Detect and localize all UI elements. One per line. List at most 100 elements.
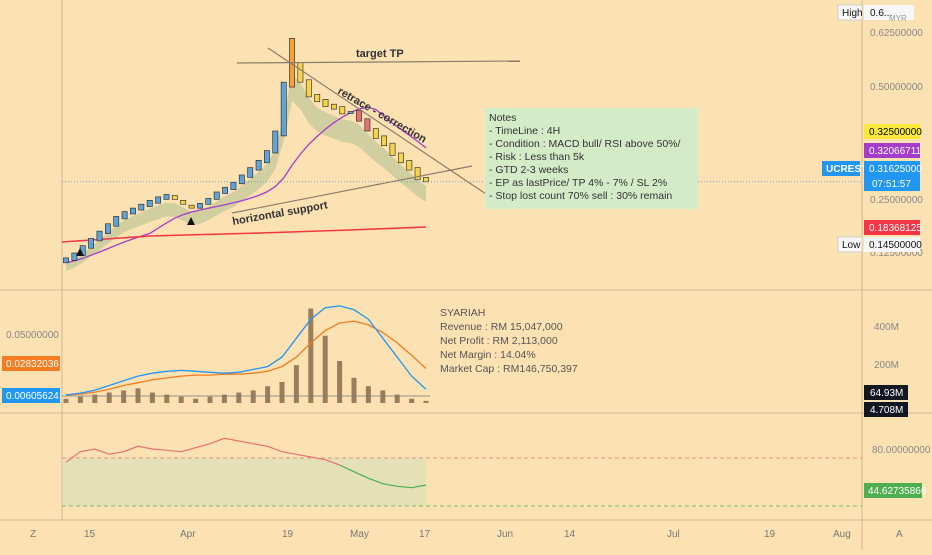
volume-bar[interactable] — [164, 394, 170, 403]
price-candle[interactable] — [71, 252, 78, 261]
price-candle[interactable] — [255, 160, 262, 171]
volume-bar[interactable] — [106, 392, 112, 404]
price-candle[interactable] — [263, 150, 270, 164]
price-candle[interactable] — [96, 230, 103, 242]
price-candle[interactable] — [155, 196, 161, 204]
price-candle[interactable] — [88, 238, 94, 249]
volume-tick: 200M — [874, 360, 899, 371]
volume-bar[interactable] — [92, 394, 98, 403]
volume-badge — [864, 402, 908, 417]
price-candle[interactable] — [247, 167, 254, 178]
price-candle[interactable] — [322, 99, 329, 107]
price-candle[interactable] — [180, 200, 187, 205]
price-badge-purple — [864, 143, 920, 158]
price-candle[interactable] — [197, 203, 203, 209]
rsi-panel[interactable] — [62, 437, 862, 507]
time-label: 19 — [764, 529, 776, 540]
price-candle[interactable] — [146, 200, 153, 207]
time-label: 14 — [564, 529, 576, 540]
volume-bar[interactable] — [423, 400, 429, 403]
volume-bar[interactable] — [351, 377, 357, 403]
price-candle[interactable] — [138, 203, 145, 211]
price-candle[interactable] — [121, 211, 128, 220]
high-value: 0.6... — [870, 8, 892, 19]
price-candle[interactable] — [113, 216, 120, 227]
price-candle[interactable] — [188, 204, 195, 209]
price-candle[interactable] — [272, 130, 279, 154]
volume-bar[interactable] — [193, 398, 199, 403]
price-candle[interactable] — [356, 110, 362, 122]
price-candle[interactable] — [63, 257, 69, 264]
time-label: May — [350, 529, 369, 540]
volume-bar[interactable] — [409, 398, 415, 403]
volume-bar[interactable] — [221, 394, 227, 403]
price-candle[interactable] — [230, 182, 237, 190]
price-candle[interactable] — [414, 167, 421, 181]
price-candle[interactable] — [105, 223, 111, 234]
volume-bar[interactable] — [337, 361, 343, 403]
ma-purple-line[interactable] — [65, 106, 427, 264]
price-candle[interactable] — [406, 160, 413, 171]
price-candle[interactable] — [314, 94, 321, 103]
volume-bar[interactable] — [63, 398, 69, 403]
price-candle[interactable] — [347, 111, 354, 114]
rsi-line-low[interactable] — [339, 464, 427, 489]
price-candle[interactable] — [297, 62, 304, 83]
retrace-trendline[interactable] — [267, 47, 493, 199]
price-candle[interactable] — [372, 128, 379, 139]
last-price: 0.31625000 — [869, 164, 922, 175]
countdown: 07:51:57 — [872, 179, 911, 190]
notes-line: - Risk : Less than 5k — [489, 151, 585, 163]
price-candle[interactable] — [389, 142, 396, 156]
volume-bar[interactable] — [178, 396, 184, 403]
time-axis-right[interactable]: A — [896, 529, 903, 540]
volume-bar[interactable] — [149, 392, 155, 404]
volume-bar[interactable] — [77, 396, 83, 403]
price-candle[interactable] — [130, 207, 136, 215]
macd-line[interactable] — [65, 305, 427, 396]
volume-bar[interactable] — [394, 394, 400, 403]
price-candle[interactable] — [397, 152, 404, 164]
macd-signal-line[interactable] — [65, 320, 427, 396]
macd-axes: 0.05000000 0.02832036 0.00605624 400M 20… — [2, 322, 908, 417]
volume-bar[interactable] — [380, 390, 386, 403]
price-panel[interactable] — [61, 37, 862, 271]
support-trendline[interactable] — [231, 165, 473, 214]
price-candle[interactable] — [205, 198, 212, 205]
price-candle[interactable] — [280, 81, 287, 137]
rsi-line-high[interactable] — [65, 437, 340, 466]
fundamentals-line: Market Cap : RM146,750,397 — [440, 363, 578, 375]
volume-bar[interactable] — [250, 390, 256, 403]
price-candle[interactable] — [213, 191, 220, 200]
volume-bar[interactable] — [365, 386, 371, 403]
high-label-box — [837, 4, 863, 21]
notes-box[interactable]: Notes - TimeLine : 4H - Condition : MACD… — [485, 108, 698, 209]
symbol-badge[interactable] — [822, 161, 860, 176]
target-line[interactable] — [236, 60, 521, 64]
volume-bar[interactable] — [207, 396, 213, 403]
price-candle[interactable] — [381, 135, 387, 146]
volume-bar[interactable] — [279, 382, 285, 403]
price-axis[interactable]: 0.62500000 0.50000000 0.25000000 0.12500… — [822, 4, 923, 259]
price-candle[interactable] — [238, 174, 245, 185]
volume-bar[interactable] — [265, 386, 271, 403]
time-axis[interactable]: Z 15 Apr 19 May 17 Jun 14 Jul 19 Aug A — [30, 529, 903, 540]
price-candle[interactable] — [364, 118, 371, 132]
price-candle[interactable] — [305, 79, 312, 98]
ma-red-line[interactable] — [61, 226, 427, 243]
volume-bar[interactable] — [121, 390, 127, 403]
price-candle[interactable] — [171, 195, 178, 200]
price-candle[interactable] — [330, 103, 337, 110]
macd-panel[interactable] — [62, 305, 430, 404]
price-candle[interactable] — [423, 177, 429, 183]
price-candle[interactable] — [339, 106, 346, 115]
volume-bar[interactable] — [293, 365, 299, 403]
volume-bar[interactable] — [308, 308, 314, 404]
volume-bar[interactable] — [236, 392, 242, 404]
price-candle[interactable] — [163, 194, 170, 200]
price-candle[interactable] — [222, 186, 228, 194]
volume-bar[interactable] — [322, 335, 328, 403]
time-axis-left[interactable]: Z — [30, 529, 36, 540]
